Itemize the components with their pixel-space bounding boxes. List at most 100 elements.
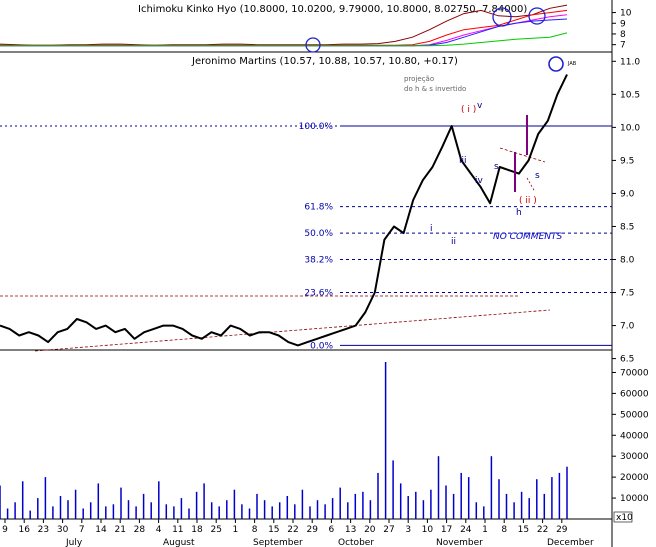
date-tick-label: 10 — [422, 525, 434, 535]
volume-tick-label: 50000 — [620, 410, 649, 420]
wave-label: s — [535, 171, 540, 181]
wave-label: iv — [475, 176, 484, 186]
price-tick-label: 10.5 — [620, 90, 640, 100]
date-tick-label: 8 — [501, 525, 507, 535]
date-tick-label: 25 — [210, 525, 221, 535]
price-panel: Jeronimo Martins (10.57, 10.88, 10.57, 1… — [0, 56, 640, 365]
price-title: Jeronimo Martins (10.57, 10.88, 10.57, 1… — [191, 56, 458, 67]
ichimoku-tick-label: 8 — [620, 30, 626, 40]
price-tick-label: 7.0 — [620, 322, 635, 332]
ichimoku-panel: Ichimoku Kinko Hyo (10.8000, 10.0200, 9.… — [0, 0, 632, 547]
date-tick-label: 7 — [79, 525, 85, 535]
month-label: July — [65, 538, 83, 547]
date-tick-label: 23 — [38, 525, 49, 535]
wave-label: ( i ) — [461, 105, 476, 115]
date-tick-label: 17 — [441, 525, 452, 535]
wave-label: v — [477, 101, 483, 111]
wave-label: s — [494, 162, 499, 172]
author-mark: JAB — [567, 61, 577, 67]
date-tick-label: 14 — [95, 525, 107, 535]
fib-level-label: 50.0% — [304, 229, 333, 239]
price-y-axis: 11.0 10.5 10.0 9.5 9.0 8.5 8.0 7.5 7.0 6.5 — [612, 57, 640, 365]
fib-level-label: 0.0% — [310, 341, 333, 351]
wave-label: iii — [459, 156, 467, 166]
price-tick-label: 6.5 — [620, 355, 634, 365]
price-tick-label: 10.0 — [620, 123, 640, 133]
price-tick-label: 7.5 — [620, 289, 634, 299]
price-tick-label: 8.5 — [620, 222, 634, 232]
target-circle — [548, 56, 564, 72]
price-tick-label: 11.0 — [620, 57, 640, 67]
volume-multiplier: x10 — [616, 513, 633, 523]
date-tick-label: 8 — [252, 525, 258, 535]
volume-tick-label: 30000 — [620, 452, 649, 462]
wave-label: ( ii ) — [519, 196, 537, 206]
fib-level-label: 61.8% — [304, 203, 333, 213]
date-tick-label: 30 — [57, 525, 69, 535]
month-label: September — [253, 538, 303, 547]
volume-tick-label: 40000 — [620, 431, 649, 441]
month-label: December — [547, 538, 594, 547]
no-comments-annotation: NO COMMENTS — [493, 232, 562, 242]
wave-arrow — [526, 177, 536, 193]
projection-note: projeção — [404, 75, 434, 83]
ichimoku-tick-label: 10 — [620, 9, 632, 19]
price-series-line — [0, 74, 568, 347]
volume-panel: 70000 60000 50000 40000 30000 20000 10000 x10 — [0, 362, 649, 523]
fibonacci-levels: 100.0% 61.8% 50.0% 38.2% 23.6% 0.0% — [0, 122, 612, 351]
month-label: October — [338, 538, 374, 547]
date-tick-label: 27 — [383, 525, 394, 535]
volume-tick-label: 10000 — [620, 494, 649, 504]
wave-label: h — [516, 208, 522, 218]
price-tick-label: 8.0 — [620, 256, 635, 266]
date-tick-label: 29 — [556, 525, 568, 535]
ichimoku-circle-marker — [528, 7, 546, 25]
date-tick-label: 20 — [364, 525, 376, 535]
date-tick-label: 21 — [114, 525, 125, 535]
ichimoku-circle-marker — [305, 37, 321, 53]
ichimoku-lines — [0, 4, 568, 47]
volume-y-axis: 70000 60000 50000 40000 30000 20000 10000 — [612, 368, 649, 504]
price-line — [0, 74, 568, 347]
date-tick-label: 18 — [191, 525, 203, 535]
fib-level-label: 100.0% — [299, 122, 334, 132]
neckline — [499, 147, 546, 163]
date-tick-label: 3 — [405, 525, 411, 535]
support-trendline — [34, 309, 551, 352]
ichimoku-title: Ichimoku Kinko Hyo (10.8000, 10.0200, 9.… — [138, 4, 527, 15]
price-tick-label: 9.5 — [620, 156, 634, 166]
ichimoku-tick-label: 9 — [620, 19, 626, 29]
date-tick-label: 6 — [329, 525, 335, 535]
date-tick-label: 28 — [134, 525, 146, 535]
fib-level-label: 23.6% — [304, 289, 333, 299]
date-tick-label: 13 — [345, 525, 356, 535]
date-tick-label: 16 — [18, 525, 30, 535]
wave-label: ii — [451, 237, 456, 247]
date-tick-label: 9 — [2, 525, 8, 535]
date-tick-label: 15 — [518, 525, 529, 535]
date-tick-label: 22 — [287, 525, 298, 535]
ichimoku-tick-label: 7 — [620, 41, 626, 51]
ichimoku-series-line — [0, 32, 568, 47]
price-tick-label: 9.0 — [620, 189, 635, 199]
date-tick-label: 1 — [482, 525, 488, 535]
date-axis: 9 16 23 30 7 14 21 28 4 11 18 25 1 8 15 22 29 6 13 20 27 3 10 1… — [2, 519, 594, 547]
date-tick-label: 15 — [268, 525, 279, 535]
date-tick-label: 29 — [306, 525, 318, 535]
date-tick-label: 11 — [172, 525, 183, 535]
fib-level-label: 38.2% — [304, 256, 333, 266]
wave-label: i — [430, 224, 433, 234]
ichimoku-circle-marker — [492, 7, 512, 27]
date-tick-label: 1 — [233, 525, 239, 535]
date-tick-label: 4 — [156, 525, 162, 535]
volume-tick-label: 60000 — [620, 389, 649, 399]
projection-note: do h & s invertido — [404, 85, 466, 93]
volume-tick-label: 20000 — [620, 473, 649, 483]
volume-tick-label: 70000 — [620, 368, 649, 378]
volume-bars — [0, 362, 568, 519]
month-label: November — [436, 538, 483, 547]
volume-multiplier-box — [613, 511, 633, 523]
date-tick-label: 22 — [537, 525, 548, 535]
